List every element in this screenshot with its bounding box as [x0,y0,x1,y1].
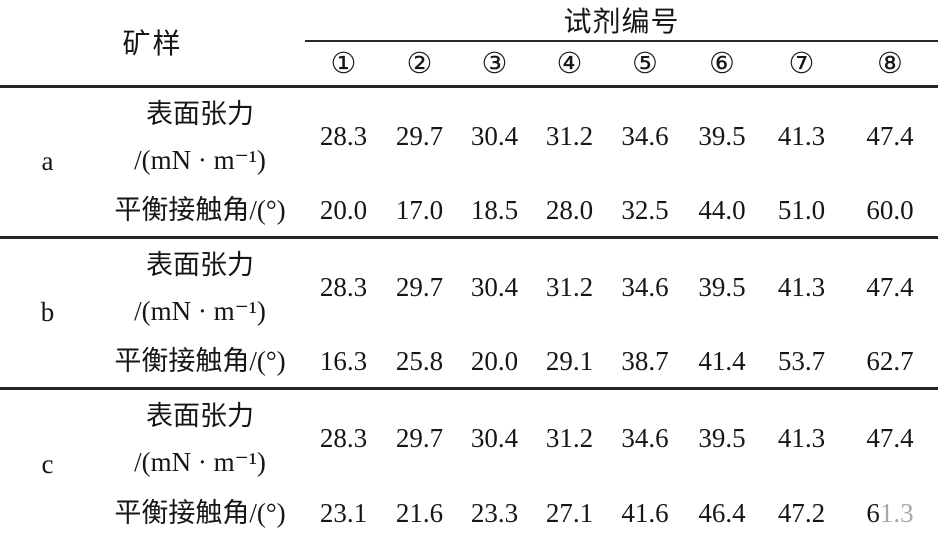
surface-tension-row-c: c 表面张力 /(mN · m⁻¹) 28.3 29.7 30.4 31.2 3… [0,388,938,488]
contact-angle-value: 18.5 [470,195,519,226]
surface-tension-value: 41.3 [777,423,826,454]
surface-tension-label-a: 表面张力 /(mN · m⁻¹) [95,86,305,186]
surface-tension-value: 34.6 [621,121,669,152]
contact-angle-value: 47.2 [777,498,826,528]
surface-tension-row-b: b 表面张力 /(mN · m⁻¹) 28.3 29.7 30.4 31.2 3… [0,237,938,337]
reagent-id-2: ② [406,46,433,81]
contact-angle-value: 20.0 [319,195,368,226]
surface-tension-value: 41.3 [777,121,826,152]
contact-angle-value: 21.6 [395,498,444,528]
surface-tension-value: 28.3 [319,423,368,454]
surface-tension-value: 29.7 [395,423,444,454]
surface-tension-unit: /(mN · m⁻¹) [134,446,266,477]
contact-angle-value: 61.3 [866,498,914,528]
surface-tension-value: 30.4 [470,423,519,454]
surface-tension-value: 30.4 [470,121,519,152]
surface-tension-value: 28.3 [319,272,368,303]
contact-angle-value: 23.1 [319,498,368,528]
sample-id-b: b [40,297,55,327]
surface-tension-unit: /(mN · m⁻¹) [134,144,266,175]
surface-tension-value: 41.3 [777,272,826,303]
surface-tension-value: 31.2 [545,423,594,454]
surface-tension-value: 39.5 [698,272,746,303]
contact-angle-value: 46.4 [698,498,746,528]
surface-tension-value: 39.5 [698,423,746,454]
contact-angle-row-c: 平衡接触角/(°) 23.1 21.6 23.3 27.1 41.6 46.4 … [0,488,938,539]
surface-tension-value: 39.5 [698,121,746,152]
reagent-id-8: ⑧ [877,46,904,81]
contact-angle-value: 44.0 [698,195,746,226]
contact-angle-value: 60.0 [866,195,914,226]
contact-angle-value: 62.7 [866,346,914,377]
reagent-id-1: ① [330,46,357,81]
surface-tension-value: 47.4 [866,121,914,152]
surface-tension-value: 28.3 [319,121,368,152]
sample-id-c: c [41,448,54,479]
reagent-id-3: ③ [481,46,508,81]
contact-angle-value: 16.3 [319,346,368,377]
surface-tension-value: 29.7 [395,272,444,303]
surface-tension-value: 31.2 [545,272,594,303]
contact-angle-value: 27.1 [545,498,594,528]
sample-id-a: a [41,146,54,176]
surface-tension-value: 30.4 [470,272,519,303]
reagent-group-header: 试剂编号 [305,0,938,42]
contact-angle-value: 51.0 [777,195,826,226]
contact-angle-value: 41.4 [698,346,746,377]
surface-tension-value: 31.2 [545,121,594,152]
contact-angle-value: 28.0 [545,195,594,226]
contact-angle-value: 23.3 [470,498,519,528]
reagent-id-5: ⑤ [632,46,659,81]
sample-column-header: 矿样 [122,29,183,61]
contact-angle-label-c: 平衡接触角/(°) [114,498,286,528]
table-header: 矿样 试剂编号 ① ② ③ ④ ⑤ ⑥ ⑦ ⑧ [0,0,938,86]
contact-angle-value: 41.6 [621,498,669,528]
reagent-id-7: ⑦ [788,46,815,81]
contact-angle-value: 38.7 [621,346,669,377]
section-sample-b: b 表面张力 /(mN · m⁻¹) 28.3 29.7 30.4 31.2 3… [0,237,938,388]
contact-angle-value: 29.1 [545,346,594,377]
surface-tension-label-c: 表面张力 /(mN · m⁻¹) [95,388,305,488]
reagent-id-4: ④ [556,46,583,81]
contact-angle-value: 17.0 [395,195,444,226]
surface-tension-unit: /(mN · m⁻¹) [134,295,266,326]
contact-angle-row-a: 平衡接触角/(°) 20.0 17.0 18.5 28.0 32.5 44.0 … [0,186,938,237]
reagent-id-6: ⑥ [709,46,736,81]
contact-angle-row-b: 平衡接触角/(°) 16.3 25.8 20.0 29.1 38.7 41.4 … [0,337,938,388]
contact-angle-value: 32.5 [621,195,669,226]
contact-angle-value: 20.0 [470,346,519,377]
contact-angle-label-a: 平衡接触角/(°) [114,195,286,226]
contact-angle-value: 53.7 [777,346,826,377]
section-sample-c: c 表面张力 /(mN · m⁻¹) 28.3 29.7 30.4 31.2 3… [0,388,938,539]
surface-tension-value: 34.6 [621,272,669,303]
surface-tension-value: 47.4 [866,423,914,454]
contact-angle-value-faded: 61.3 [842,488,938,539]
surface-tension-label-line1: 表面张力 [146,249,254,280]
contact-angle-label-b: 平衡接触角/(°) [114,346,286,377]
surface-tension-value: 29.7 [395,121,444,152]
contact-angle-value: 25.8 [395,346,444,377]
surface-tension-value: 47.4 [866,272,914,303]
surface-tension-row-a: a 表面张力 /(mN · m⁻¹) 28.3 29.7 30.4 31.2 3… [0,86,938,186]
surface-tension-label-line1: 表面张力 [146,400,254,431]
surface-tension-value: 34.6 [621,423,669,454]
section-sample-a: a 表面张力 /(mN · m⁻¹) 28.3 29.7 30.4 31.2 3… [0,86,938,237]
surface-tension-label-b: 表面张力 /(mN · m⁻¹) [95,237,305,337]
surface-tension-label-line1: 表面张力 [146,98,254,129]
